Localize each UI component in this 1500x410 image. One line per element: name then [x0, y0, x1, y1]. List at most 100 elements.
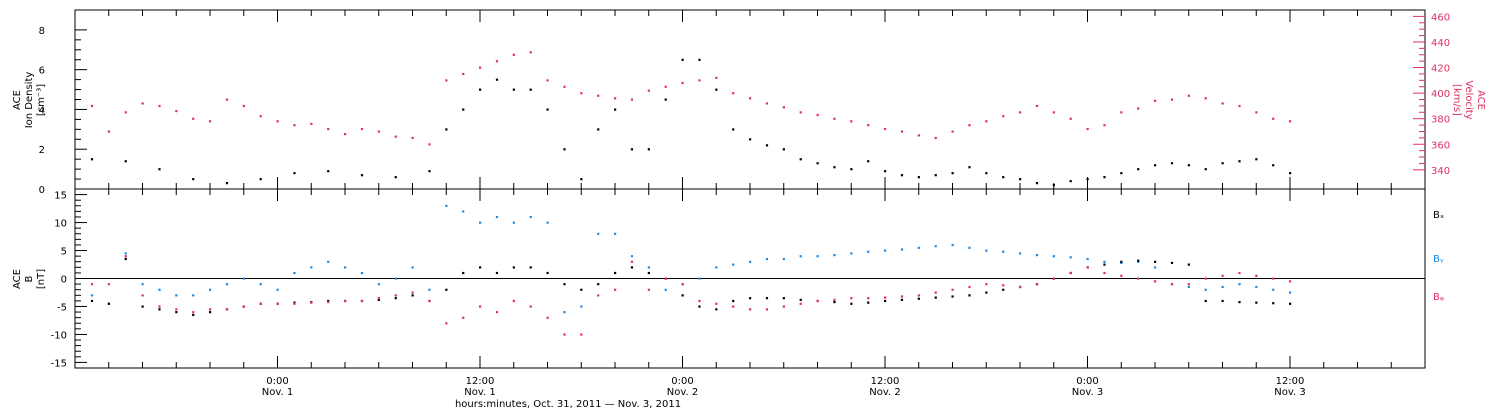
density-point — [951, 172, 954, 175]
bz-point — [900, 295, 904, 298]
by-point — [1272, 288, 1275, 291]
bx-point — [479, 266, 482, 269]
velocity-tick-label: 400 — [1431, 89, 1450, 100]
bx-point — [1002, 288, 1005, 291]
bx-point — [833, 300, 836, 304]
bottom-panel: -15 -10 -5 0 5 10 15 ACE B [nT] Bₓ Bᵧ Bᵩ — [12, 188, 1444, 369]
velocity-point — [445, 79, 448, 82]
by-point — [225, 283, 229, 286]
bz-point — [124, 255, 127, 258]
by-point — [698, 277, 701, 280]
velocity-point — [344, 133, 347, 136]
velocity-point — [1255, 111, 1258, 114]
bz-point — [968, 285, 971, 289]
bz-point — [1204, 277, 1207, 280]
velocity-point — [1154, 99, 1157, 102]
b-tick-label: 15 — [54, 191, 67, 202]
bz-point — [293, 302, 296, 305]
x-tick-time-label: 12:00 — [871, 376, 900, 387]
by-point — [715, 266, 718, 269]
velocity-point — [141, 102, 144, 105]
bx-point — [175, 311, 178, 314]
density-tick-label: 2 — [39, 145, 45, 156]
by-point — [900, 248, 904, 251]
bx-point — [985, 291, 988, 294]
density-point — [715, 88, 718, 91]
velocity-point — [917, 134, 920, 137]
bz-point — [765, 308, 769, 311]
bz-point — [495, 311, 499, 314]
density-point — [1289, 172, 1292, 175]
bx-point — [580, 288, 583, 291]
velocity-point — [1052, 111, 1055, 114]
bz-point — [732, 305, 735, 308]
bx-point — [765, 297, 769, 300]
bz-point — [698, 299, 701, 303]
bx-point — [1154, 260, 1157, 263]
bz-point — [1170, 283, 1174, 286]
velocity-point — [1103, 124, 1106, 127]
bz-point — [209, 308, 212, 311]
bz-point — [1255, 274, 1258, 277]
bottom-data-points — [90, 204, 1292, 336]
density-point — [1154, 164, 1157, 167]
bz-point — [377, 297, 380, 300]
by-point — [1154, 266, 1157, 269]
velocity-point — [192, 117, 195, 120]
density-point — [917, 176, 920, 179]
bx-point — [1170, 261, 1174, 265]
velocity-point — [394, 135, 397, 138]
velocity-tick-label: 340 — [1431, 166, 1450, 177]
density-point — [968, 166, 971, 169]
density-point — [1272, 164, 1275, 167]
bz-point — [512, 299, 515, 303]
bz-point — [1103, 271, 1106, 275]
bx-point — [546, 271, 549, 275]
velocity-point — [867, 124, 870, 127]
b-tick-label: 5 — [61, 247, 67, 258]
velocity-point — [158, 104, 161, 108]
by-point — [344, 266, 347, 269]
density-point — [1255, 158, 1258, 161]
density-point — [850, 168, 853, 171]
velocity-point — [1137, 107, 1140, 110]
bz-point — [529, 305, 532, 308]
bz-point — [479, 305, 482, 308]
bz-point — [614, 288, 617, 291]
velocity-point — [732, 92, 735, 95]
density-point — [1187, 164, 1190, 167]
velocity-point — [242, 104, 245, 108]
by-point — [799, 255, 802, 258]
velocity-point — [529, 51, 532, 54]
bx-point — [934, 296, 937, 299]
density-tick-label: 4 — [39, 105, 45, 116]
by-point — [664, 288, 667, 291]
bx-point — [411, 294, 414, 297]
density-point — [732, 128, 735, 131]
bz-point — [546, 316, 549, 319]
bx-point — [445, 288, 448, 291]
legend-bx: Bₓ — [1433, 210, 1444, 221]
density-point — [1103, 176, 1106, 179]
bz-point — [327, 300, 330, 304]
density-point — [360, 174, 364, 177]
velocity-tick-label: 360 — [1431, 140, 1450, 151]
by-point — [1103, 260, 1106, 263]
density-point — [664, 98, 667, 101]
density-point — [546, 108, 549, 111]
bz-point — [1120, 274, 1123, 277]
density-point — [681, 58, 684, 61]
bz-point — [951, 288, 954, 291]
density-point — [1238, 160, 1241, 163]
density-point — [327, 170, 330, 173]
by-point — [934, 245, 937, 248]
bz-point — [1221, 274, 1224, 277]
bz-point — [749, 308, 752, 311]
bx-point — [394, 297, 397, 300]
bx-point — [1103, 263, 1106, 266]
velocity-point — [411, 136, 414, 140]
velocity-point — [850, 120, 853, 123]
by-point — [242, 277, 245, 280]
velocity-point — [327, 127, 330, 131]
density-point — [1120, 172, 1123, 175]
